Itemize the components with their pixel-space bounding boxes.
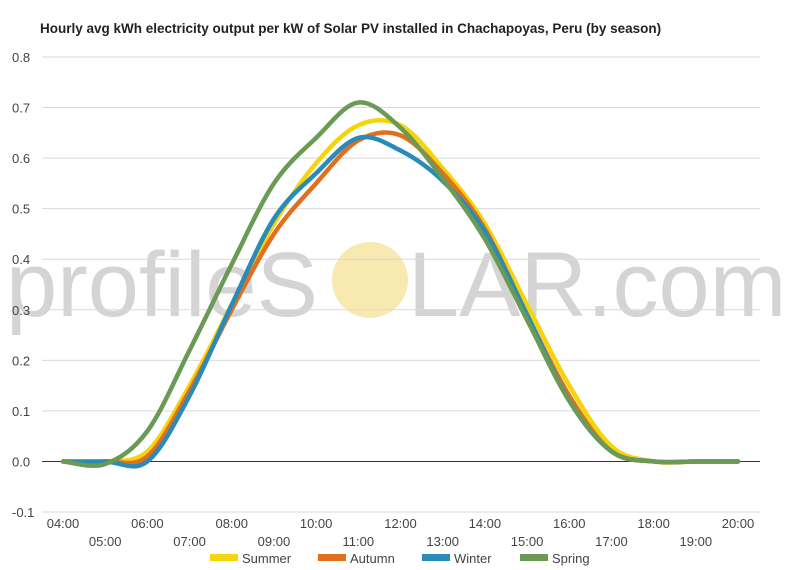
y-tick-label: 0.0	[12, 454, 30, 469]
x-tick-label: 05:00	[89, 534, 122, 549]
legend-label-spring: Spring	[552, 551, 590, 566]
watermark-text-left: profileS	[6, 234, 318, 336]
legend-label-summer: Summer	[242, 551, 292, 566]
watermark-sun-icon	[332, 242, 408, 318]
x-tick-label: 13:00	[426, 534, 459, 549]
y-tick-label: 0.3	[12, 303, 30, 318]
legend-label-winter: Winter	[454, 551, 492, 566]
legend-label-autumn: Autumn	[350, 551, 395, 566]
y-tick-label: 0.5	[12, 202, 30, 217]
watermark-text-right: LAR.com	[408, 234, 786, 336]
x-tick-label: 16:00	[553, 516, 586, 531]
chart-title: Hourly avg kWh electricity output per kW…	[40, 21, 661, 36]
x-tick-label: 20:00	[722, 516, 755, 531]
x-tick-label: 15:00	[511, 534, 544, 549]
y-tick-label: 0.6	[12, 151, 30, 166]
x-tick-label: 08:00	[215, 516, 248, 531]
x-tick-label: 12:00	[384, 516, 417, 531]
x-tick-label: 19:00	[680, 534, 713, 549]
y-tick-label: 0.7	[12, 101, 30, 116]
x-tick-label: 11:00	[343, 534, 375, 549]
x-tick-label: 04:00	[47, 516, 80, 531]
legend-swatch-spring	[520, 554, 548, 561]
legend: Summer Autumn Winter Spring	[210, 551, 590, 566]
y-tick-label: 0.8	[12, 50, 30, 65]
legend-swatch-summer	[210, 554, 238, 561]
y-tick-label: -0.1	[12, 505, 34, 520]
x-axis-ticks: 04:00 05:00 06:00 07:00 08:00 09:00 10:00 11:00…	[47, 516, 755, 549]
y-axis-ticks: -0.1 0.0 0.1 0.2 0.3 0.4 0.5 0.6 0.7 0.8	[12, 50, 34, 520]
y-tick-label: 0.2	[12, 353, 30, 368]
x-tick-label: 10:00	[300, 516, 333, 531]
legend-swatch-autumn	[318, 554, 346, 561]
x-tick-label: 14:00	[469, 516, 502, 531]
x-tick-label: 07:00	[173, 534, 206, 549]
y-tick-label: 0.1	[12, 404, 30, 419]
y-tick-label: 0.4	[12, 252, 30, 267]
series-lines	[60, 100, 741, 469]
watermark: profileS LAR.com	[6, 234, 786, 336]
x-tick-label: 17:00	[595, 534, 628, 549]
x-tick-label: 09:00	[258, 534, 291, 549]
x-tick-label: 18:00	[637, 516, 670, 531]
x-tick-label: 06:00	[131, 516, 164, 531]
legend-swatch-winter	[422, 554, 450, 561]
series-line-spring	[60, 100, 741, 469]
